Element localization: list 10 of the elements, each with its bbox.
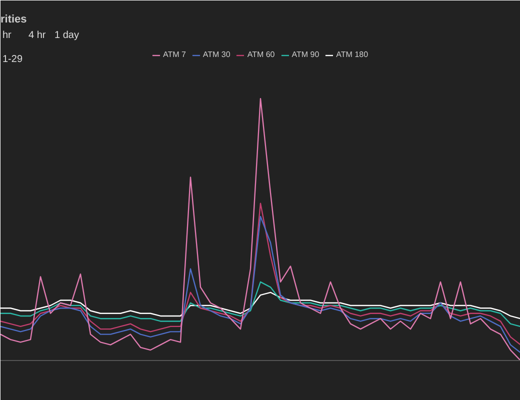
legend-label: ATM 30 [202,50,230,59]
legend-label: ATM 180 [336,50,368,59]
text: hr [2,30,12,41]
legend-label: ATM 90 [292,50,320,59]
text: 4 hr [28,30,46,41]
legend-label: ATM 60 [247,50,275,59]
legend-label: ATM 7 [162,50,186,59]
chart-title: rities [0,14,27,26]
text: 1-29 [2,54,23,65]
text: 1 day [54,30,79,41]
